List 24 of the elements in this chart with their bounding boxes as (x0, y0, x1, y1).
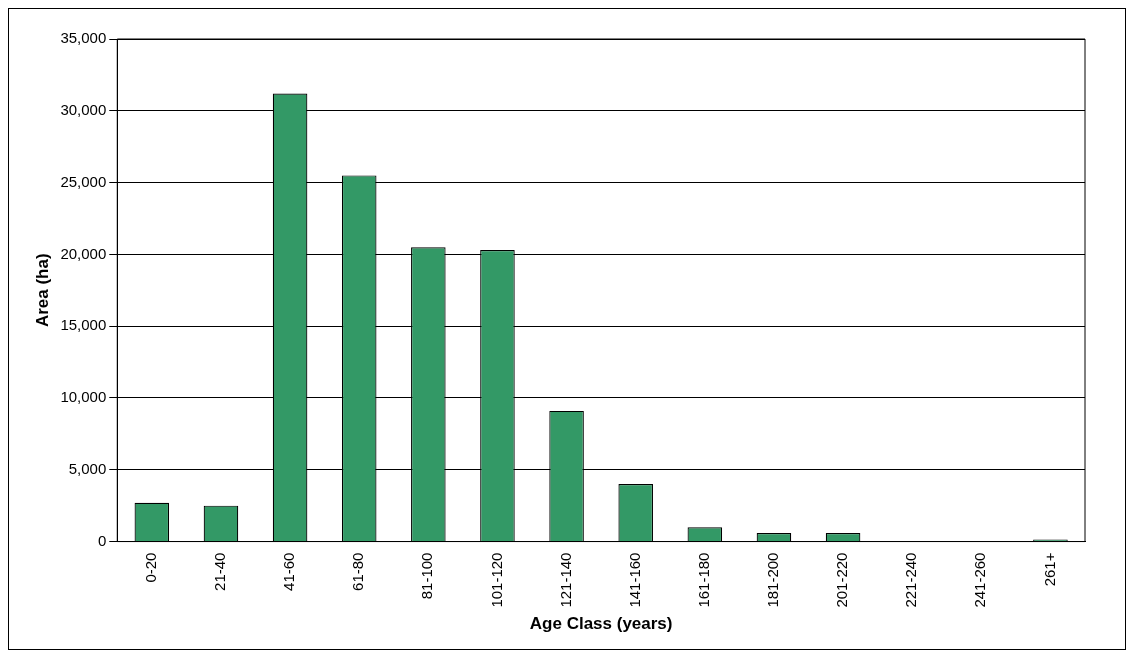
x-axis-title: Age Class (years) (529, 614, 673, 634)
x-tick-label: 0-20 (141, 552, 159, 583)
y-axis-title: Area (ha) (32, 253, 52, 328)
x-tick-label: 201-220 (833, 552, 851, 608)
x-tick-label: 261+ (1040, 552, 1058, 587)
y-tick-label: 10,000 (60, 388, 107, 406)
x-tick-label: 141-160 (625, 552, 643, 608)
x-tick-label: 121-140 (556, 552, 574, 608)
x-tick-label: 101-120 (487, 552, 505, 608)
y-tick-label: 15,000 (60, 316, 107, 334)
y-tick-label: 5,000 (68, 459, 107, 477)
y-tick-label: 25,000 (60, 172, 107, 190)
x-tick-label: 221-240 (902, 552, 920, 608)
x-tick-label: 21-40 (211, 552, 229, 591)
x-tick-label: 241-260 (971, 552, 989, 608)
x-tick-label: 61-80 (349, 552, 367, 591)
x-tick-label: 81-100 (418, 552, 436, 600)
y-tick-label: 20,000 (60, 244, 107, 262)
x-tick-label: 161-180 (694, 552, 712, 608)
y-tick-label: 30,000 (60, 100, 107, 118)
y-tick-label: 35,000 (60, 29, 107, 47)
y-tick-label: 0 (97, 531, 107, 549)
x-tick-label: 181-200 (764, 552, 782, 608)
x-tick-label: 41-60 (280, 552, 298, 591)
